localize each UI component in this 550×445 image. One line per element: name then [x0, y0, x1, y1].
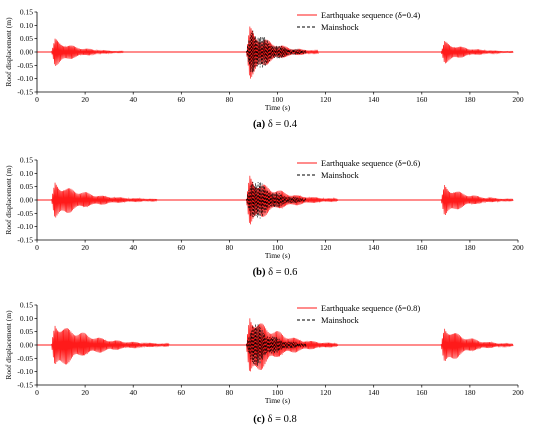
- y-tick-label: 0.15: [20, 8, 33, 17]
- legend-label-2: Mainshock: [321, 170, 360, 180]
- x-tick-label: 160: [416, 95, 428, 104]
- panel-caption: (a) δ = 0.4: [253, 119, 298, 130]
- y-tick-label: -0.05: [17, 354, 33, 363]
- x-tick-label: 100: [272, 388, 284, 397]
- y-tick-label: 0.00: [20, 341, 33, 350]
- x-tick-label: 20: [81, 243, 89, 252]
- y-tick-label: -0.10: [17, 367, 33, 376]
- y-tick-label: -0.05: [17, 61, 33, 70]
- x-tick-label: 0: [35, 243, 39, 252]
- mainshock-trace-burst-1: [245, 30, 307, 73]
- panel-caption-label: (c): [253, 414, 265, 425]
- legend: Earthquake sequence (δ=0.4) Mainshock: [297, 10, 420, 32]
- y-tick-label: 0.15: [20, 156, 33, 165]
- y-axis-title: Roof displacement (m): [4, 310, 13, 380]
- x-tick-label: 0: [35, 388, 39, 397]
- x-tick-label: 20: [81, 95, 89, 104]
- y-tick-label: -0.10: [17, 222, 33, 231]
- x-tick-label: 60: [178, 388, 186, 397]
- legend-label-1: Earthquake sequence (δ=0.4): [321, 10, 420, 20]
- x-tick-label: 60: [178, 95, 186, 104]
- legend-label-2: Mainshock: [321, 22, 360, 32]
- x-tick-label: 120: [320, 388, 332, 397]
- mainshock-trace-burst-1: [245, 323, 307, 366]
- panel-caption-text: δ = 0.4: [265, 119, 298, 130]
- panel-caption-text: δ = 0.8: [265, 414, 297, 425]
- y-tick-label: 0.10: [20, 314, 33, 323]
- legend: Earthquake sequence (δ=0.8) Mainshock: [297, 303, 420, 325]
- panel-caption: (b) δ = 0.6: [253, 267, 298, 278]
- x-tick-label: 100: [272, 243, 284, 252]
- legend-label-1: Earthquake sequence (δ=0.6): [321, 158, 420, 168]
- x-tick-label: 180: [464, 243, 476, 252]
- x-tick-label: 160: [416, 243, 428, 252]
- x-tick-label: 40: [129, 243, 137, 252]
- y-axis-title: Roof displacement (m): [4, 17, 13, 87]
- legend: Earthquake sequence (δ=0.6) Mainshock: [297, 158, 420, 180]
- chart-panel-3: -0.15 -0.10 -0.05 0.00 0.05 0.10 0.15 0 20 40 60 80…: [4, 301, 524, 426]
- x-tick-label: 0: [35, 95, 39, 104]
- x-tick-label: 60: [178, 243, 186, 252]
- x-axis-title: Time (s): [265, 251, 291, 260]
- panel-caption: (c) δ = 0.8: [253, 414, 297, 425]
- y-tick-label: 0.05: [20, 327, 33, 336]
- y-tick-label: 0.10: [20, 21, 33, 30]
- x-tick-label: 180: [464, 95, 476, 104]
- x-tick-label: 80: [226, 95, 234, 104]
- x-tick-label: 80: [226, 388, 234, 397]
- y-tick-label: 0.10: [20, 169, 33, 178]
- x-axis-title: Time (s): [265, 103, 291, 112]
- y-tick-label: 0.00: [20, 196, 33, 205]
- y-tick-label: 0.05: [20, 182, 33, 191]
- y-tick-label: 0.05: [20, 34, 33, 43]
- y-tick-label: -0.05: [17, 209, 33, 218]
- x-tick-label: 20: [81, 388, 89, 397]
- x-tick-label: 160: [416, 388, 428, 397]
- x-tick-label: 120: [320, 95, 332, 104]
- panel-caption-label: (b): [253, 267, 266, 278]
- sequence-trace-burst-3: [440, 328, 514, 361]
- x-tick-label: 80: [226, 243, 234, 252]
- x-tick-label: 40: [129, 95, 137, 104]
- panel-caption-label: (a): [253, 119, 266, 130]
- y-tick-label: 0.00: [20, 48, 33, 57]
- x-tick-label: 180: [464, 388, 476, 397]
- y-tick-label: -0.15: [17, 88, 33, 97]
- x-tick-label: 200: [512, 243, 524, 252]
- x-tick-label: 140: [368, 95, 380, 104]
- y-tick-label: 0.15: [20, 301, 33, 310]
- x-tick-label: 200: [512, 95, 524, 104]
- y-tick-label: -0.15: [17, 381, 33, 390]
- sequence-trace-burst-1: [51, 38, 124, 66]
- x-tick-label: 100: [272, 95, 284, 104]
- y-tick-label: -0.10: [17, 74, 33, 83]
- x-tick-label: 140: [368, 388, 380, 397]
- x-tick-label: 140: [368, 243, 380, 252]
- x-axis-title: Time (s): [265, 396, 291, 405]
- chart-panel-1: -0.15 -0.10 -0.05 0.00 0.05 0.10 0.15 0 20 40 60 80…: [4, 8, 524, 131]
- y-tick-label: -0.15: [17, 236, 33, 245]
- y-axis-title: Roof displacement (m): [4, 165, 13, 235]
- x-tick-label: 120: [320, 243, 332, 252]
- mainshock-trace-burst-1: [245, 181, 307, 219]
- x-tick-label: 200: [512, 388, 524, 397]
- chart-panel-2: -0.15 -0.10 -0.05 0.00 0.05 0.10 0.15 0 20 40 60 80…: [4, 156, 524, 279]
- legend-label-2: Mainshock: [321, 315, 360, 325]
- legend-label-1: Earthquake sequence (δ=0.8): [321, 303, 420, 313]
- panel-caption-text: δ = 0.6: [265, 267, 297, 278]
- x-tick-label: 40: [129, 388, 137, 397]
- sequence-trace-burst-1: [51, 325, 170, 365]
